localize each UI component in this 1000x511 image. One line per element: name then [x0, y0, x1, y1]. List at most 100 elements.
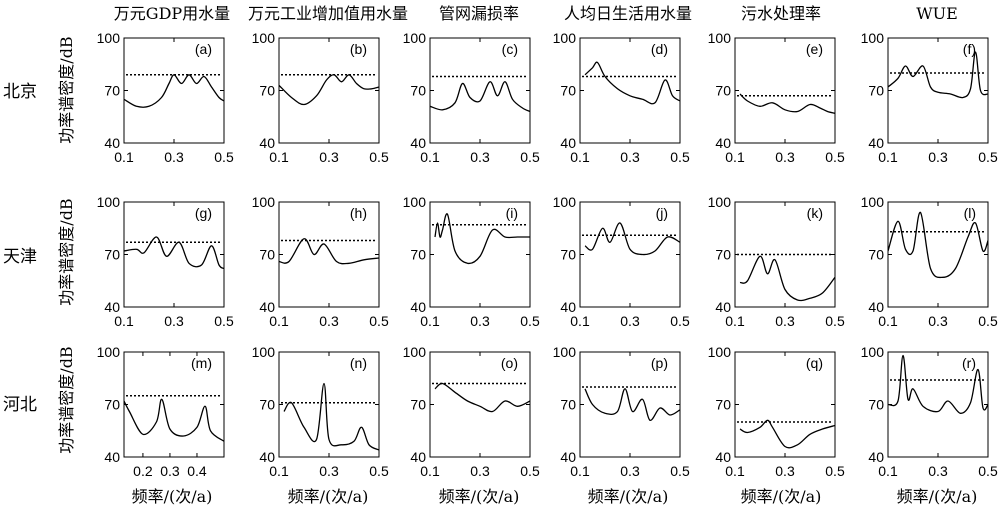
y-axis-label-3: 功率谱密度/dB — [57, 346, 76, 453]
column-title-5: 污水处理率 — [741, 4, 821, 23]
x-tick-label: 0.1 — [420, 149, 440, 165]
y-tick-label: 100 — [252, 194, 276, 210]
x-tick-label: 0.3 — [928, 149, 948, 165]
spectrum-line — [888, 211, 988, 279]
y-tick-label: 70 — [868, 397, 884, 413]
x-tick-label: 0.3 — [319, 463, 339, 479]
x-tick-label: 0.1 — [420, 463, 440, 479]
column-title-4: 人均日生活用水量 — [564, 4, 692, 23]
panel-label: (p) — [651, 355, 668, 371]
panel-label: (i) — [506, 205, 518, 221]
spectrum-line — [124, 74, 224, 108]
x-tick-label: 0.5 — [670, 463, 690, 479]
y-tick-label: 40 — [868, 135, 884, 151]
x-axis-label-2: 频率/(次/a) — [288, 487, 369, 506]
y-tick-label: 40 — [715, 449, 731, 465]
spectrum-line — [739, 93, 835, 114]
x-tick-label: 0.1 — [570, 313, 590, 329]
x-tick-label: 0.1 — [570, 149, 590, 165]
y-tick-label: 70 — [259, 397, 275, 413]
y-tick-label: 70 — [715, 247, 731, 263]
panel-e: 40 70 100 0.1 0.3 0.5 (e) — [708, 30, 845, 165]
x-tick-label: 0.3 — [775, 463, 795, 479]
x-axis-label-4: 频率/(次/a) — [588, 487, 669, 506]
panel-l: 40 70 100 0.1 0.3 0.5 (l) — [861, 194, 998, 329]
y-tick-label: 100 — [97, 344, 121, 360]
panel-label: (d) — [651, 41, 668, 57]
y-tick-label: 40 — [104, 135, 120, 151]
x-tick-label: 0.5 — [520, 313, 540, 329]
x-axis-label-6: 频率/(次/a) — [897, 487, 978, 506]
y-tick-label: 40 — [715, 135, 731, 151]
y-tick-label: 70 — [560, 397, 576, 413]
y-tick-label: 100 — [553, 30, 577, 46]
y-tick-label: 100 — [97, 194, 121, 210]
x-tick-label: 0.5 — [825, 463, 845, 479]
x-axis-labels: 频率/(次/a) 频率/(次/a) 频率/(次/a) 频率/(次/a) 频率/(… — [132, 487, 978, 506]
y-tick-label: 100 — [708, 344, 732, 360]
y-tick-label: 100 — [861, 30, 885, 46]
y-axis-label-1: 功率谱密度/dB — [57, 36, 76, 143]
x-tick-label: 0.1 — [114, 313, 134, 329]
y-tick-label: 70 — [715, 83, 731, 99]
x-tick-label: 0.3 — [620, 313, 640, 329]
y-tick-label: 40 — [259, 449, 275, 465]
x-tick-label: 0.5 — [670, 313, 690, 329]
y-tick-label: 40 — [410, 135, 426, 151]
panel-label: (r) — [962, 355, 976, 371]
y-tick-label: 40 — [259, 135, 275, 151]
y-tick-label: 70 — [259, 83, 275, 99]
y-tick-label: 70 — [410, 247, 426, 263]
panel-n: 40 70 100 0.1 0.3 0.5 (n) — [252, 344, 389, 479]
x-tick-label: 0.3 — [620, 149, 640, 165]
y-tick-label: 40 — [259, 299, 275, 315]
y-tick-label: 70 — [410, 83, 426, 99]
spectrum-line — [124, 398, 224, 442]
panel-label: (h) — [350, 205, 367, 221]
y-tick-label: 100 — [708, 194, 732, 210]
column-title-6: WUE — [916, 4, 958, 23]
column-title-1: 万元GDP用水量 — [114, 4, 230, 23]
x-tick-label: 0.5 — [825, 149, 845, 165]
panel-label: (j) — [656, 205, 668, 221]
x-tick-label: 0.3 — [164, 313, 184, 329]
x-tick-label: 0.1 — [878, 313, 898, 329]
y-tick-label: 40 — [410, 449, 426, 465]
x-tick-label: 0.5 — [214, 149, 234, 165]
x-tick-label: 0.3 — [928, 463, 948, 479]
y-tick-label: 40 — [560, 135, 576, 151]
x-tick-label: 0.5 — [520, 149, 540, 165]
x-tick-label: 0.5 — [214, 313, 234, 329]
x-tick-label: 0.1 — [269, 463, 289, 479]
panel-a: 40 70 100 0.1 0.3 0.5 (a) — [97, 30, 234, 165]
spectrum-line — [888, 51, 988, 99]
x-tick-label: 0.5 — [369, 313, 389, 329]
x-tick-label: 0.3 — [928, 313, 948, 329]
x-tick-label: 0.1 — [269, 313, 289, 329]
panel-p: 40 70 100 0.1 0.3 0.5 (p) — [553, 344, 690, 479]
y-tick-label: 70 — [560, 83, 576, 99]
panel-q: 40 70 100 0.1 0.3 0.5 (q) — [708, 344, 845, 479]
y-tick-label: 70 — [868, 247, 884, 263]
panel-label: (k) — [807, 205, 823, 221]
row-label-1: 北京 — [3, 82, 37, 102]
x-tick-label: 0.5 — [978, 313, 998, 329]
x-tick-label: 0.3 — [470, 463, 490, 479]
y-tick-label: 100 — [403, 344, 427, 360]
y-tick-label: 100 — [252, 344, 276, 360]
y-tick-label: 40 — [868, 299, 884, 315]
x-tick-label: 0.3 — [160, 463, 180, 479]
x-tick-label: 0.3 — [775, 313, 795, 329]
y-tick-label: 40 — [560, 299, 576, 315]
spectrum-line — [279, 74, 379, 106]
spectrum-line — [124, 236, 224, 270]
y-tick-label: 40 — [868, 449, 884, 465]
x-tick-label: 0.1 — [725, 313, 745, 329]
y-tick-label: 70 — [259, 247, 275, 263]
x-tick-label: 0.3 — [470, 313, 490, 329]
x-tick-label: 0.5 — [978, 149, 998, 165]
y-tick-label: 100 — [861, 194, 885, 210]
panel-j: 40 70 100 0.1 0.3 0.5 (j) — [553, 194, 690, 329]
